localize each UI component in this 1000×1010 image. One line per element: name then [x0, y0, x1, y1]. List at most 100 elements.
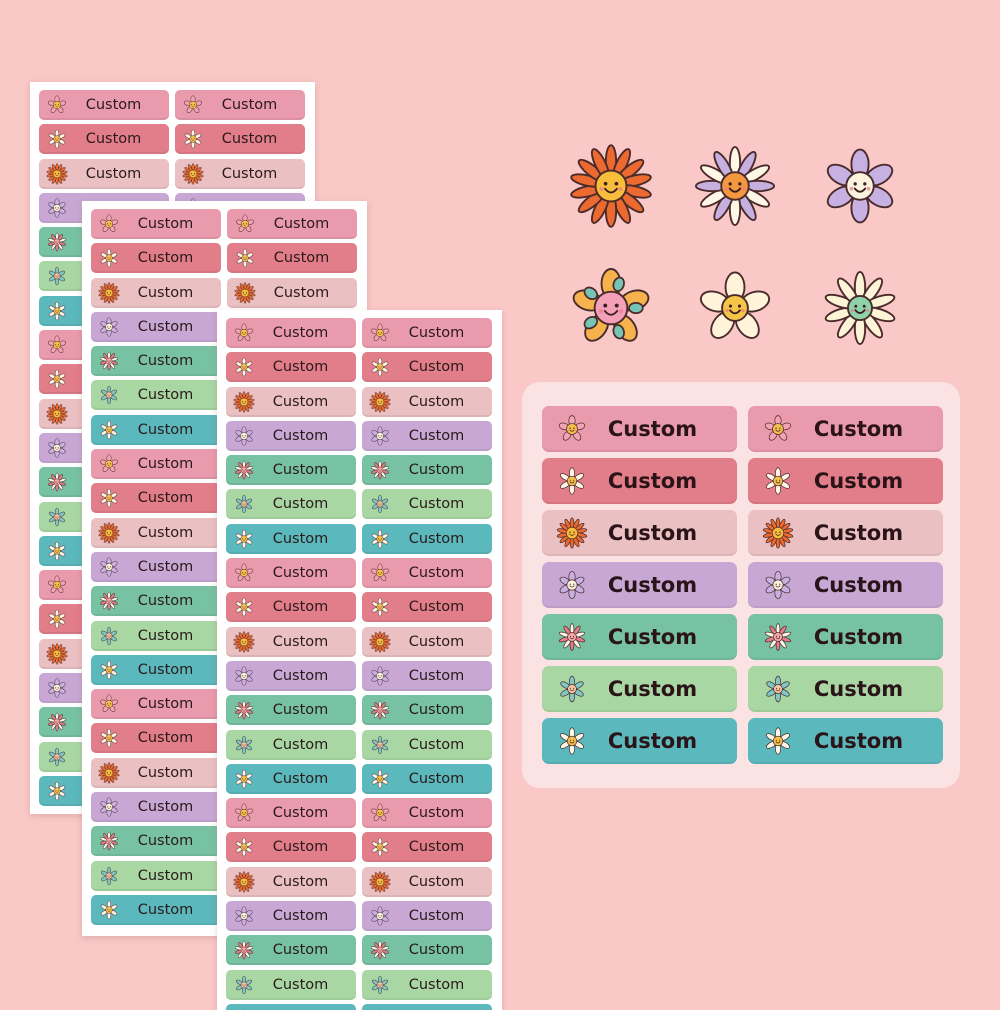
sticker-label: Custom [39, 124, 169, 154]
lavender-flower-icon [98, 796, 120, 818]
label-text: Custom [68, 166, 169, 182]
teal-flower-icon [46, 746, 68, 768]
sticker-label: Custom [362, 627, 492, 657]
label-text: Custom [256, 250, 357, 266]
teal-flower-icon [46, 506, 68, 528]
lavender-flower-icon [556, 569, 588, 601]
white-daisy-icon [46, 780, 68, 802]
white-daisy-icon [762, 725, 794, 757]
label-text: Custom [794, 677, 943, 701]
white-daisy-icon [98, 899, 120, 921]
sticker-label: Custom [226, 387, 356, 417]
label-text: Custom [391, 325, 492, 341]
white-daisy-icon [46, 540, 68, 562]
smiling-pink-flower-icon [762, 413, 794, 445]
sticker-label: Custom [362, 592, 492, 622]
label-text: Custom [794, 521, 943, 545]
sticker-label: Custom [226, 627, 356, 657]
label-text: Custom [588, 625, 737, 649]
label-text: Custom [255, 702, 356, 718]
lavender-flower-icon [369, 905, 391, 927]
sticker-label: Custom [39, 90, 169, 120]
label-text: Custom [120, 833, 221, 849]
label-text: Custom [255, 805, 356, 821]
teal-flower-icon [369, 974, 391, 996]
teal-flower-icon [369, 734, 391, 756]
pink-white-daisy-icon [556, 621, 588, 653]
sticker-label: Custom [226, 970, 356, 1000]
pink-yellow-flower-icon [568, 265, 654, 351]
white-daisy-icon [98, 487, 120, 509]
label-text: Custom [255, 394, 356, 410]
sticker-label: Custom [226, 524, 356, 554]
sticker-label: Custom [226, 455, 356, 485]
smiling-pink-flower-icon [233, 562, 255, 584]
lavender-flower-icon [817, 143, 903, 229]
white-daisy-icon [233, 528, 255, 550]
sticker-label: Custom [226, 661, 356, 691]
orange-sunflower-icon [369, 391, 391, 413]
label-text: Custom [391, 394, 492, 410]
teal-flower-icon [556, 673, 588, 705]
sticker-label: Custom [226, 318, 356, 348]
label-text: Custom [255, 599, 356, 615]
sticker-label: Custom [362, 695, 492, 725]
label-text: Custom [120, 353, 221, 369]
preview-label: Custom [748, 666, 943, 712]
label-text: Custom [588, 573, 737, 597]
sticker-label: Custom [91, 312, 221, 342]
sticker-label: Custom [226, 421, 356, 451]
teal-flower-icon [762, 673, 794, 705]
label-text: Custom [120, 559, 221, 575]
preview-label: Custom [748, 718, 943, 764]
teal-flower-icon [233, 493, 255, 515]
pink-white-daisy-icon [369, 939, 391, 961]
preview-label: Custom [542, 562, 737, 608]
white-daisy-icon [556, 465, 588, 497]
smiling-pink-flower-icon [233, 802, 255, 824]
pink-white-daisy-icon [46, 231, 68, 253]
white-daisy-icon [98, 659, 120, 681]
preview-label: Custom [748, 406, 943, 452]
sticker-label: Custom [226, 867, 356, 897]
sticker-label: Custom [362, 524, 492, 554]
sticker-label: Custom [91, 483, 221, 513]
label-text: Custom [794, 729, 943, 753]
white-daisy-icon [369, 596, 391, 618]
orange-sunflower-icon [182, 163, 204, 185]
smiling-pink-flower-icon [233, 322, 255, 344]
label-text: Custom [588, 729, 737, 753]
label-text: Custom [391, 668, 492, 684]
pink-white-daisy-icon [762, 621, 794, 653]
sticker-label: Custom [91, 380, 221, 410]
preview-label: Custom [542, 718, 737, 764]
sticker-label: Custom [226, 489, 356, 519]
label-text: Custom [255, 634, 356, 650]
preview-label: Custom [542, 510, 737, 556]
label-text: Custom [120, 902, 221, 918]
sticker-label: Custom [226, 730, 356, 760]
label-text: Custom [255, 737, 356, 753]
white-daisy-icon [233, 356, 255, 378]
label-text: Custom [391, 805, 492, 821]
preview-label: Custom [542, 614, 737, 660]
orange-sunflower-icon [233, 391, 255, 413]
sticker-label: Custom [226, 352, 356, 382]
sticker-label: Custom [362, 798, 492, 828]
label-text: Custom [255, 496, 356, 512]
sticker-label: Custom [227, 243, 357, 273]
preview-label: Custom [748, 614, 943, 660]
orange-sunflower-icon [46, 163, 68, 185]
preview-label: Custom [748, 510, 943, 556]
sticker-label: Custom [362, 318, 492, 348]
orange-sunflower-icon [568, 143, 654, 229]
white-daisy-icon [98, 419, 120, 441]
smiling-pink-flower-icon [369, 562, 391, 584]
white-daisy-icon [234, 247, 256, 269]
sticker-label: Custom [91, 278, 221, 308]
white-lavender-daisy-icon [692, 143, 778, 229]
label-text: Custom [255, 565, 356, 581]
label-text: Custom [391, 634, 492, 650]
pink-white-daisy-icon [98, 830, 120, 852]
label-text: Custom [794, 469, 943, 493]
